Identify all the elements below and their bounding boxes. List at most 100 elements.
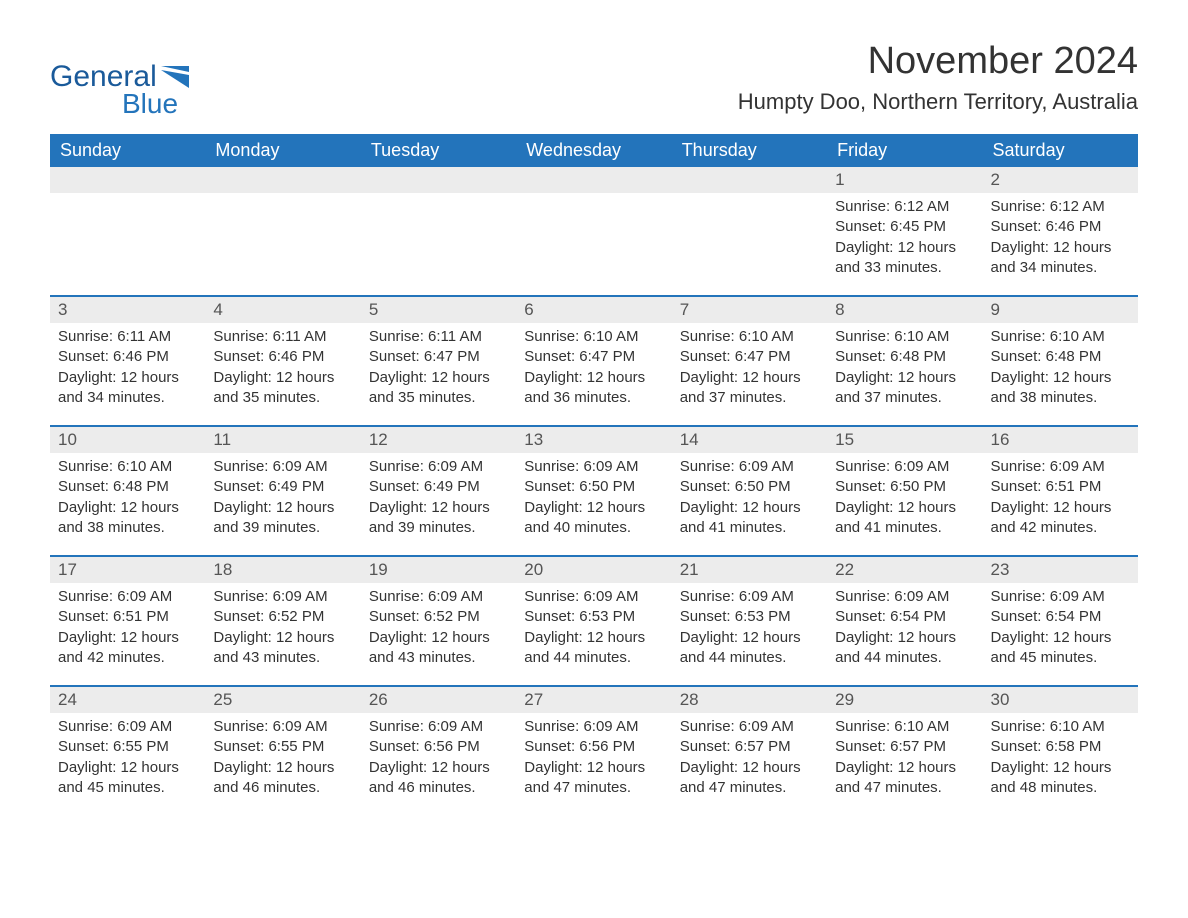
month-title: November 2024 <box>738 40 1138 83</box>
week-row: 24Sunrise: 6:09 AMSunset: 6:55 PMDayligh… <box>50 685 1138 815</box>
cell-body: Sunrise: 6:11 AMSunset: 6:46 PMDaylight:… <box>50 323 205 418</box>
week-row: 3Sunrise: 6:11 AMSunset: 6:46 PMDaylight… <box>50 295 1138 425</box>
cell-body: Sunrise: 6:10 AMSunset: 6:47 PMDaylight:… <box>516 323 671 418</box>
daylight-text: Daylight: 12 hours and 43 minutes. <box>369 628 508 669</box>
title-block: November 2024 Humpty Doo, Northern Terri… <box>738 40 1138 115</box>
day-number: 18 <box>205 557 360 583</box>
daylight-text: Daylight: 12 hours and 45 minutes. <box>58 758 197 799</box>
sunset-text: Sunset: 6:51 PM <box>58 607 197 627</box>
sunrise-text: Sunrise: 6:12 AM <box>991 197 1130 217</box>
day-number: 25 <box>205 687 360 713</box>
day-header: Thursday <box>672 134 827 167</box>
logo-flag-icon <box>161 66 189 88</box>
daylight-text: Daylight: 12 hours and 33 minutes. <box>835 238 974 279</box>
day-number: 12 <box>361 427 516 453</box>
sunset-text: Sunset: 6:48 PM <box>991 347 1130 367</box>
sunrise-text: Sunrise: 6:09 AM <box>369 717 508 737</box>
calendar-cell: 14Sunrise: 6:09 AMSunset: 6:50 PMDayligh… <box>672 427 827 555</box>
cell-body: Sunrise: 6:09 AMSunset: 6:51 PMDaylight:… <box>983 453 1138 548</box>
sunset-text: Sunset: 6:53 PM <box>680 607 819 627</box>
sunset-text: Sunset: 6:47 PM <box>524 347 663 367</box>
sunset-text: Sunset: 6:58 PM <box>991 737 1130 757</box>
sunrise-text: Sunrise: 6:09 AM <box>680 457 819 477</box>
sunset-text: Sunset: 6:52 PM <box>369 607 508 627</box>
calendar-cell: 15Sunrise: 6:09 AMSunset: 6:50 PMDayligh… <box>827 427 982 555</box>
sunrise-text: Sunrise: 6:09 AM <box>369 587 508 607</box>
calendar-cell: 3Sunrise: 6:11 AMSunset: 6:46 PMDaylight… <box>50 297 205 425</box>
cell-body: Sunrise: 6:09 AMSunset: 6:56 PMDaylight:… <box>361 713 516 808</box>
daylight-text: Daylight: 12 hours and 48 minutes. <box>991 758 1130 799</box>
daylight-text: Daylight: 12 hours and 39 minutes. <box>213 498 352 539</box>
calendar-cell: 28Sunrise: 6:09 AMSunset: 6:57 PMDayligh… <box>672 687 827 815</box>
cell-body: Sunrise: 6:11 AMSunset: 6:46 PMDaylight:… <box>205 323 360 418</box>
sunrise-text: Sunrise: 6:09 AM <box>524 717 663 737</box>
day-number: 30 <box>983 687 1138 713</box>
cell-body <box>672 193 827 207</box>
sunset-text: Sunset: 6:54 PM <box>835 607 974 627</box>
calendar-cell: 9Sunrise: 6:10 AMSunset: 6:48 PMDaylight… <box>983 297 1138 425</box>
sunset-text: Sunset: 6:46 PM <box>58 347 197 367</box>
sunset-text: Sunset: 6:47 PM <box>680 347 819 367</box>
sunrise-text: Sunrise: 6:09 AM <box>58 587 197 607</box>
cell-body <box>361 193 516 207</box>
calendar-cell: 2 Sunrise: 6:12 AMSunset: 6:46 PMDaylight… <box>983 167 1138 295</box>
sunrise-text: Sunrise: 6:09 AM <box>680 587 819 607</box>
daylight-text: Daylight: 12 hours and 34 minutes. <box>991 238 1130 279</box>
daylight-text: Daylight: 12 hours and 46 minutes. <box>369 758 508 799</box>
day-number: 29 <box>827 687 982 713</box>
day-header: Tuesday <box>361 134 516 167</box>
day-number <box>672 167 827 193</box>
sunrise-text: Sunrise: 6:10 AM <box>991 327 1130 347</box>
daylight-text: Daylight: 12 hours and 42 minutes. <box>991 498 1130 539</box>
sunrise-text: Sunrise: 6:11 AM <box>369 327 508 347</box>
sunrise-text: Sunrise: 6:09 AM <box>835 457 974 477</box>
cell-body: Sunrise: 6:10 AMSunset: 6:57 PMDaylight:… <box>827 713 982 808</box>
calendar-cell <box>50 167 205 295</box>
cell-body: Sunrise: 6:10 AMSunset: 6:58 PMDaylight:… <box>983 713 1138 808</box>
calendar-cell: 8Sunrise: 6:10 AMSunset: 6:48 PMDaylight… <box>827 297 982 425</box>
cell-body: Sunrise: 6:09 AMSunset: 6:55 PMDaylight:… <box>50 713 205 808</box>
sunset-text: Sunset: 6:46 PM <box>991 217 1130 237</box>
day-header: Friday <box>827 134 982 167</box>
day-number: 19 <box>361 557 516 583</box>
cell-body: Sunrise: 6:09 AMSunset: 6:55 PMDaylight:… <box>205 713 360 808</box>
day-number: 2 <box>983 167 1138 193</box>
calendar-cell: 4Sunrise: 6:11 AMSunset: 6:46 PMDaylight… <box>205 297 360 425</box>
day-number: 10 <box>50 427 205 453</box>
sunset-text: Sunset: 6:55 PM <box>58 737 197 757</box>
sunrise-text: Sunrise: 6:09 AM <box>524 457 663 477</box>
day-number: 13 <box>516 427 671 453</box>
daylight-text: Daylight: 12 hours and 45 minutes. <box>991 628 1130 669</box>
day-number: 27 <box>516 687 671 713</box>
sunset-text: Sunset: 6:56 PM <box>369 737 508 757</box>
daylight-text: Daylight: 12 hours and 47 minutes. <box>524 758 663 799</box>
week-row: 17Sunrise: 6:09 AMSunset: 6:51 PMDayligh… <box>50 555 1138 685</box>
day-number: 21 <box>672 557 827 583</box>
day-number: 24 <box>50 687 205 713</box>
calendar-cell <box>672 167 827 295</box>
sunset-text: Sunset: 6:55 PM <box>213 737 352 757</box>
sunset-text: Sunset: 6:52 PM <box>213 607 352 627</box>
sunrise-text: Sunrise: 6:10 AM <box>524 327 663 347</box>
calendar-cell: 25Sunrise: 6:09 AMSunset: 6:55 PMDayligh… <box>205 687 360 815</box>
sunset-text: Sunset: 6:47 PM <box>369 347 508 367</box>
cell-body: Sunrise: 6:09 AMSunset: 6:53 PMDaylight:… <box>516 583 671 678</box>
daylight-text: Daylight: 12 hours and 47 minutes. <box>680 758 819 799</box>
sunrise-text: Sunrise: 6:09 AM <box>991 587 1130 607</box>
day-number <box>361 167 516 193</box>
cell-body: Sunrise: 6:09 AMSunset: 6:49 PMDaylight:… <box>361 453 516 548</box>
sunrise-text: Sunrise: 6:10 AM <box>835 327 974 347</box>
daylight-text: Daylight: 12 hours and 44 minutes. <box>680 628 819 669</box>
logo: General Blue <box>50 40 189 120</box>
day-number: 22 <box>827 557 982 583</box>
cell-body: Sunrise: 6:12 AMSunset: 6:45 PMDaylight:… <box>827 193 982 288</box>
sunrise-text: Sunrise: 6:10 AM <box>58 457 197 477</box>
day-number: 4 <box>205 297 360 323</box>
cell-body: Sunrise: 6:09 AMSunset: 6:52 PMDaylight:… <box>205 583 360 678</box>
calendar-cell <box>361 167 516 295</box>
cell-body: Sunrise: 6:09 AMSunset: 6:54 PMDaylight:… <box>827 583 982 678</box>
header: General Blue November 2024 Humpty Doo, N… <box>50 40 1138 120</box>
calendar-cell: 5Sunrise: 6:11 AMSunset: 6:47 PMDaylight… <box>361 297 516 425</box>
sunrise-text: Sunrise: 6:09 AM <box>58 717 197 737</box>
day-header: Monday <box>205 134 360 167</box>
